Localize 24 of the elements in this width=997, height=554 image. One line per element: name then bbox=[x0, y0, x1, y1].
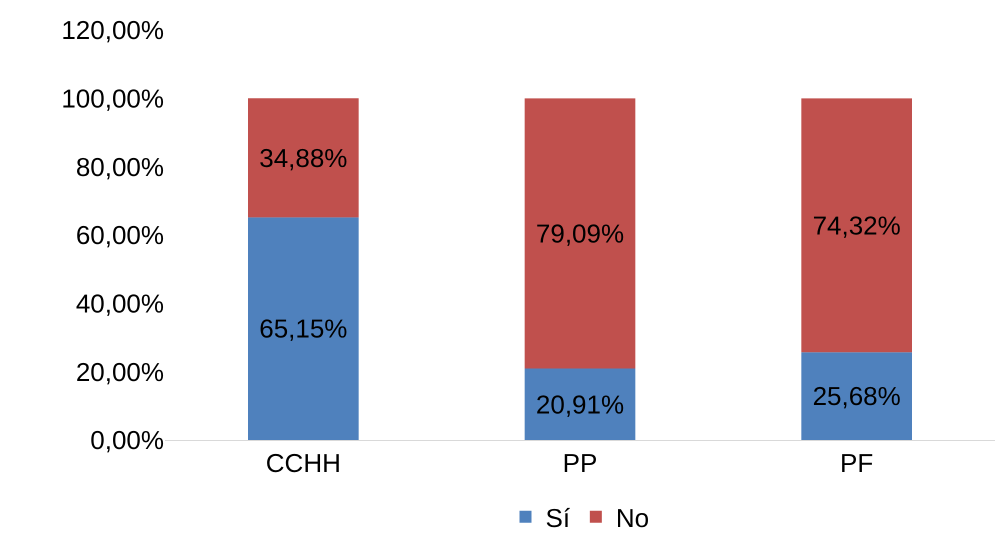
bar bbox=[524, 368, 636, 440]
y-tick-label: 0,00% bbox=[90, 425, 164, 456]
data-label: 25,68% bbox=[812, 381, 901, 412]
bar bbox=[801, 352, 912, 440]
legend-label: Sí bbox=[546, 502, 571, 533]
data-label: 20,91% bbox=[536, 389, 624, 420]
data-label: 74,32% bbox=[812, 210, 901, 240]
legend-label: No bbox=[616, 502, 650, 533]
y-tick-label: 60,00% bbox=[76, 220, 164, 250]
x-tick-label: PP bbox=[562, 448, 598, 478]
bar bbox=[524, 98, 636, 369]
data-label: 79,09% bbox=[536, 218, 624, 248]
y-tick-label: 100,00% bbox=[61, 83, 164, 114]
x-tick-label: PF bbox=[840, 448, 874, 478]
bar bbox=[801, 98, 912, 352]
bar bbox=[248, 217, 359, 440]
x-tick-label: CCHH bbox=[266, 448, 341, 478]
y-tick-label: 120,00% bbox=[61, 15, 164, 46]
data-label: 65,15% bbox=[259, 314, 348, 344]
y-tick-label: 20,00% bbox=[76, 356, 164, 387]
bar bbox=[248, 98, 359, 218]
y-tick-label: 40,00% bbox=[76, 288, 164, 318]
y-tick-label: 80,00% bbox=[76, 152, 164, 182]
data-label: 34,88% bbox=[259, 142, 348, 173]
